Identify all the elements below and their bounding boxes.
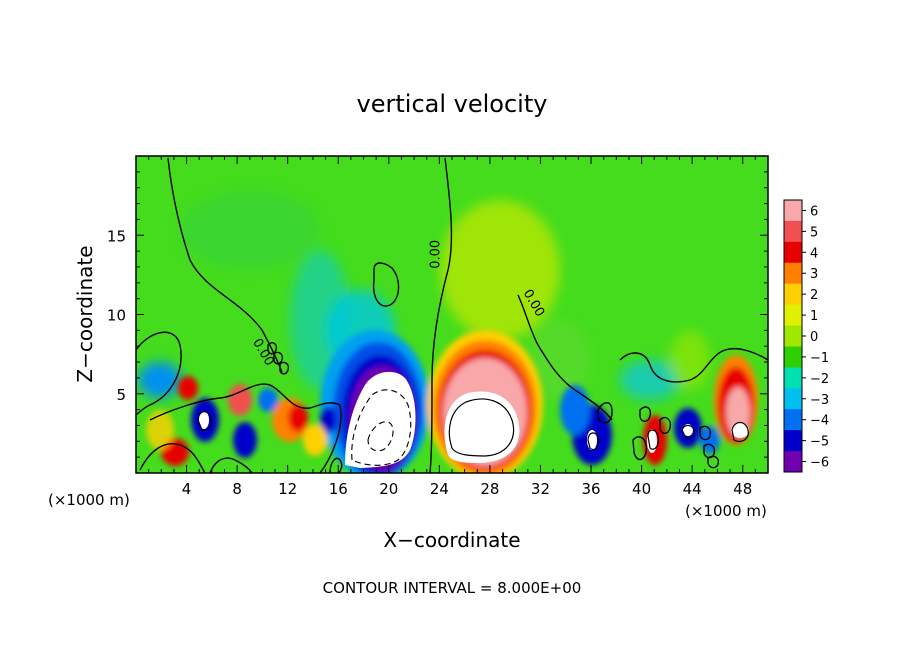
- colorbar-label: 1: [810, 309, 818, 324]
- y-axis: 5 10 15: [107, 171, 768, 458]
- colorbar-label: −4: [810, 414, 829, 429]
- core-contours: [197, 398, 749, 457]
- x-tick-label: 36: [581, 480, 600, 498]
- velocity-field: [136, 156, 768, 473]
- colorbar-label: 2: [810, 288, 818, 303]
- x-tick-label: 16: [329, 480, 348, 498]
- colorbar-swatch: [784, 220, 802, 243]
- x-tick-label: 44: [683, 480, 702, 498]
- colorbar-label: 4: [810, 246, 818, 261]
- colorbar: 6 5 4 3 2 1 0 −1 −2 −3 −4 −5 −6: [783, 199, 829, 473]
- x-tick-label: 40: [632, 480, 651, 498]
- colorbar-swatch: [784, 430, 802, 452]
- colorbar-label: −6: [810, 456, 829, 471]
- colorbar-swatch: [784, 304, 802, 327]
- colorbar-label: −5: [810, 435, 829, 450]
- x-tick-label: 32: [531, 480, 550, 498]
- small-core: [683, 424, 693, 436]
- zero-contours: [136, 157, 768, 473]
- colorbar-label: 3: [810, 267, 818, 282]
- colorbar-swatch: [784, 409, 802, 431]
- x-tick-label: 20: [379, 480, 398, 498]
- colorbar-label: 6: [810, 204, 818, 219]
- x-tick-label: 8: [232, 480, 242, 498]
- colorbar-swatch: [784, 451, 802, 473]
- x-tick-label: 4: [182, 480, 192, 498]
- colorbar-label: 5: [810, 225, 818, 240]
- colorbar-swatch: [784, 388, 802, 410]
- x-axis: 4 8 12 16 20 24 28 32 36 40 44 48: [148, 156, 756, 498]
- x-axis-label: X−coordinate: [383, 528, 520, 552]
- colorbar-label: −1: [810, 351, 829, 366]
- colorbar-swatch: [784, 262, 802, 285]
- negative-contours: [351, 389, 412, 466]
- y-axis-label: Z−coordinate: [73, 245, 97, 382]
- colorbar-label: −3: [810, 393, 829, 408]
- updraft-core: [444, 391, 520, 463]
- y-tick-label: 15: [107, 227, 126, 245]
- colorbar-swatch: [784, 325, 802, 347]
- contour-interval-footer: CONTOUR INTERVAL = 8.000E+00: [323, 579, 582, 597]
- small-core: [731, 422, 749, 438]
- chart-title: vertical velocity: [357, 90, 548, 118]
- diffuse-shading: [138, 190, 710, 400]
- y-tick-label: 10: [107, 307, 126, 325]
- colorbar-swatch: [784, 367, 802, 389]
- colorbar-swatch: [784, 283, 802, 306]
- small-core: [199, 411, 209, 429]
- x-unit-right: (×1000 m): [685, 502, 767, 520]
- x-tick-label: 28: [480, 480, 499, 498]
- x-unit-left: (×1000 m): [48, 491, 130, 509]
- downdraft-core: [345, 371, 416, 468]
- colorbar-swatch: [784, 200, 802, 222]
- colorbar-swatch: [784, 346, 802, 368]
- colorbar-label: 0: [810, 330, 818, 345]
- x-tick-label: 24: [430, 480, 449, 498]
- y-tick-label: 5: [116, 386, 126, 404]
- x-tick-label: 48: [733, 480, 752, 498]
- x-tick-label: 12: [278, 480, 297, 498]
- contour-label: 0.00: [428, 240, 443, 269]
- colorbar-label: −2: [810, 372, 829, 387]
- colorbar-swatch: [784, 241, 802, 264]
